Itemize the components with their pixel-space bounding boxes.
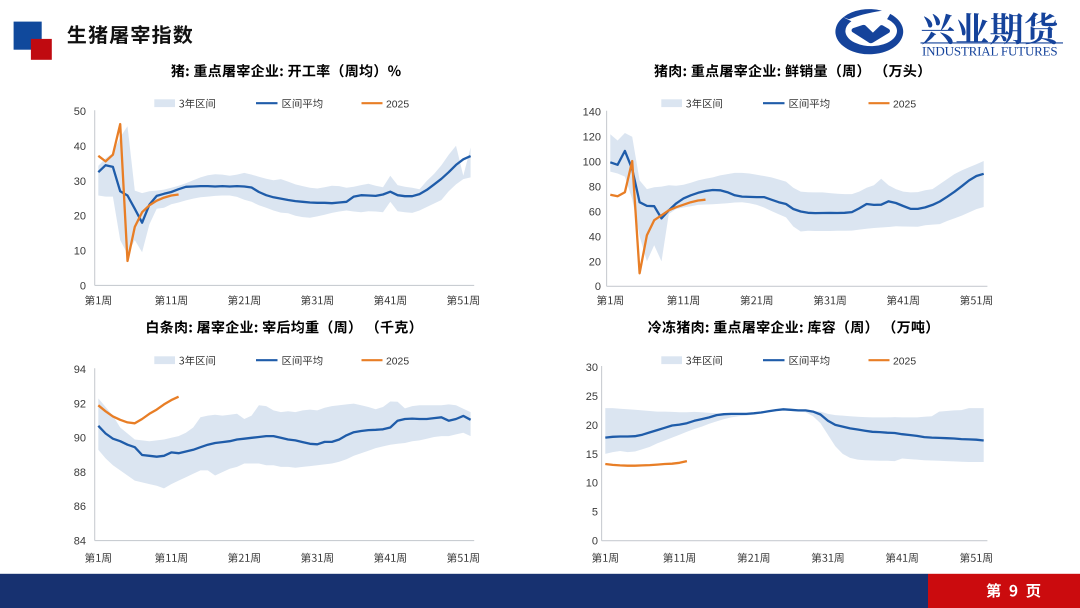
svg-text:20: 20: [74, 211, 86, 223]
svg-text:2025: 2025: [386, 356, 409, 367]
svg-text:88: 88: [74, 467, 86, 479]
svg-text:2025: 2025: [893, 99, 916, 110]
svg-text:INDUSTRIAL FUTURES: INDUSTRIAL FUTURES: [922, 44, 1058, 59]
svg-text:50: 50: [74, 106, 86, 118]
svg-text:10: 10: [74, 246, 86, 258]
svg-text:120: 120: [583, 132, 601, 144]
svg-text:20: 20: [589, 256, 601, 268]
svg-text:5: 5: [592, 507, 598, 519]
svg-text:2025: 2025: [386, 99, 409, 110]
svg-text:86: 86: [74, 501, 86, 513]
svg-text:80: 80: [589, 182, 601, 194]
svg-text:60: 60: [589, 206, 601, 218]
svg-text:100: 100: [583, 157, 601, 169]
svg-text:0: 0: [80, 280, 86, 292]
svg-text:2025: 2025: [893, 356, 916, 367]
svg-text:30: 30: [586, 362, 598, 374]
svg-text:92: 92: [74, 399, 86, 411]
svg-text:0: 0: [595, 281, 601, 293]
svg-text:40: 40: [74, 141, 86, 153]
svg-text:30: 30: [74, 176, 86, 188]
svg-text:84: 84: [74, 536, 86, 548]
svg-text:90: 90: [74, 433, 86, 445]
svg-text:25: 25: [586, 391, 598, 403]
svg-text:10: 10: [586, 478, 598, 490]
svg-text:0: 0: [592, 536, 598, 548]
svg-text:20: 20: [586, 420, 598, 432]
svg-text:40: 40: [589, 231, 601, 243]
svg-text:94: 94: [74, 364, 86, 376]
svg-text:15: 15: [586, 449, 598, 461]
svg-text:140: 140: [583, 107, 601, 119]
